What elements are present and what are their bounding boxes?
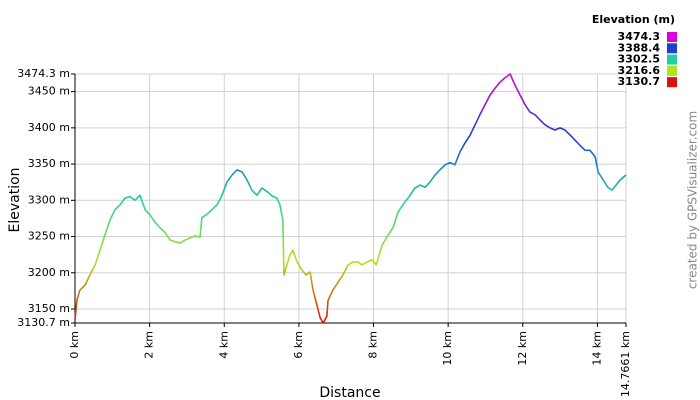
legend-swatch bbox=[667, 77, 677, 88]
y-tick-label: 3250 m bbox=[28, 230, 70, 243]
x-tick-label: 14 km bbox=[590, 331, 603, 366]
x-axis-title: Distance bbox=[319, 385, 380, 400]
y-tick-label: 3200 m bbox=[28, 266, 70, 279]
y-tick-label: 3300 m bbox=[28, 193, 70, 206]
y-tick-label: 3150 m bbox=[28, 302, 70, 315]
legend-swatch bbox=[667, 32, 677, 42]
legend-label: 3302.5 bbox=[618, 53, 660, 66]
x-tick-label: 10 km bbox=[441, 331, 454, 366]
legend-label: 3474.3 bbox=[618, 30, 660, 43]
legend-label: 3130.7 bbox=[618, 75, 660, 88]
credit: created by GPSVisualizer.com bbox=[686, 111, 700, 289]
y-axis-title: Elevation bbox=[7, 167, 23, 232]
y-tick-label: 3474.3 m bbox=[17, 67, 70, 80]
y-tick-label: 3130.7 m bbox=[17, 316, 70, 329]
legend-label: 3216.6 bbox=[618, 64, 661, 77]
elevation-line bbox=[74, 73, 627, 324]
x-tick-label: 8 km bbox=[367, 331, 380, 359]
y-tick-label: 3400 m bbox=[28, 121, 70, 134]
x-tick-label: 0 km bbox=[68, 331, 81, 359]
x-tick-label: 6 km bbox=[292, 331, 305, 359]
x-tick-label: 12 km bbox=[516, 331, 529, 366]
y-tick-label: 3450 m bbox=[28, 85, 70, 98]
x-tick-label: 2 km bbox=[143, 331, 156, 359]
x-tick-label: 4 km bbox=[217, 331, 230, 359]
y-tick-label: 3350 m bbox=[28, 157, 70, 170]
legend-title: Elevation (m) bbox=[592, 13, 675, 26]
x-tick-label: 14.7661 km bbox=[619, 331, 632, 397]
legend-swatch bbox=[667, 65, 677, 76]
legend-label: 3388.4 bbox=[618, 41, 661, 54]
legend-swatch bbox=[667, 54, 677, 65]
legend-swatch bbox=[667, 43, 677, 54]
